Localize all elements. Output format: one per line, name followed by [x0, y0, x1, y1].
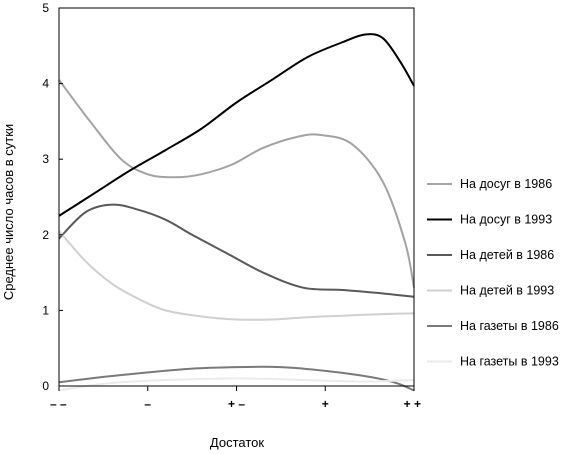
series-line-3: [58, 203, 415, 298]
plot-area: [58, 33, 415, 392]
x-tick-label: – –: [50, 397, 67, 411]
legend-entry: На газеты в 1986: [460, 319, 559, 333]
x-tick-label: + –: [228, 397, 245, 411]
y-tick-label: 3: [42, 152, 49, 166]
y-axis-label: Среднее число часов в сутки: [1, 124, 16, 300]
y-tick-label: 5: [42, 1, 49, 15]
legend-entry: На детей в 1993: [460, 284, 554, 298]
x-tick-label: +: [322, 397, 329, 411]
y-tick-label: 1: [42, 303, 49, 317]
legend: На досуг в 1986 На досуг в 1993 На детей в…: [427, 177, 559, 369]
y-tick-label: 2: [42, 228, 49, 242]
series-line-4: [58, 230, 415, 321]
series-line-2: [58, 33, 415, 217]
legend-entry: На детей в 1986: [460, 248, 554, 262]
series-line-1: [58, 79, 415, 288]
x-tick-label: –: [144, 397, 151, 411]
x-axis-label: Достаток: [210, 435, 264, 450]
legend-entry: На газеты в 1993: [460, 355, 559, 369]
x-tick-label: + +: [404, 397, 421, 411]
legend-entry: На досуг в 1993: [460, 213, 552, 227]
series-line-6: [58, 377, 415, 392]
y-tick-label: 0: [42, 379, 49, 393]
y-tick-label: 4: [42, 77, 49, 91]
series-line-5: [58, 365, 415, 392]
legend-entry: На досуг в 1986: [460, 177, 552, 191]
plot-frame: [58, 7, 415, 387]
axes: 0 1 2 3 4 5 – – – + – + + +: [42, 1, 421, 411]
